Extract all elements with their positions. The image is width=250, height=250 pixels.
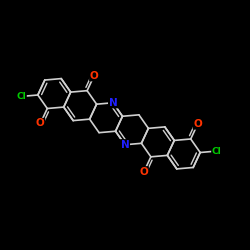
Text: O: O [193,119,202,129]
Text: N: N [109,98,118,108]
Text: O: O [36,118,45,128]
Text: N: N [120,140,129,150]
Text: O: O [140,167,148,177]
Text: Cl: Cl [16,92,26,101]
Text: Cl: Cl [212,146,222,156]
Text: O: O [90,71,98,81]
